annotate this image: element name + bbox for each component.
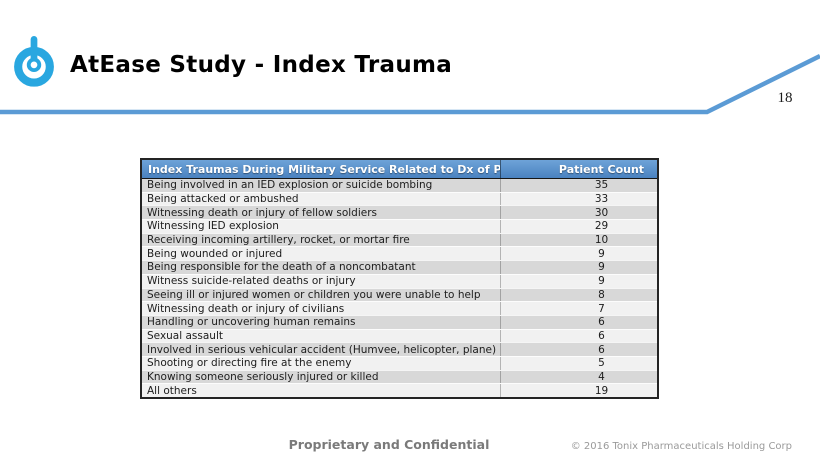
patient-count-cell: 6 xyxy=(500,329,657,343)
trauma-label-cell: All others xyxy=(147,384,197,397)
table-row: Being involved in an IED explosion or su… xyxy=(142,179,657,192)
table-row: Involved in serious vehicular accident (… xyxy=(142,342,657,356)
table-row: Witnessing IED explosion 29 xyxy=(142,219,657,233)
footer-confidential: Proprietary and Confidential xyxy=(288,437,490,452)
trauma-label-cell: Being attacked or ambushed xyxy=(147,193,299,206)
patient-count-cell: 9 xyxy=(500,274,657,288)
table-row: Witnessing death or injury of fellow sol… xyxy=(142,205,657,220)
patient-count-cell: 19 xyxy=(500,384,657,397)
patient-count-cell: 10 xyxy=(500,233,657,247)
trauma-label-cell: Witnessing death or injury of civilians xyxy=(147,302,345,315)
slide-title: AtEase Study - Index Trauma xyxy=(70,52,453,78)
table-row: Witness suicide-related deaths or injury… xyxy=(142,273,657,288)
patient-count-cell: 9 xyxy=(500,261,657,274)
table-row: Sexual assault 6 xyxy=(142,328,657,343)
trauma-label-cell: Witness suicide-related deaths or injury xyxy=(147,275,356,288)
table-header-row: Index Traumas During Military Service Re… xyxy=(142,160,657,179)
patient-count-cell: 9 xyxy=(500,247,657,261)
patient-count-cell: 7 xyxy=(500,302,657,315)
table-row: Shooting or directing fire at the enemy 5 xyxy=(142,355,657,370)
patient-count-cell: 6 xyxy=(500,315,657,329)
patient-count-cell: 8 xyxy=(500,288,657,302)
patient-count-cell: 4 xyxy=(500,370,657,384)
power-button-icon xyxy=(14,36,54,87)
column-header-trauma: Index Traumas During Military Service Re… xyxy=(148,162,500,176)
trauma-label-cell: Witnessing death or injury of fellow sol… xyxy=(147,206,378,219)
trauma-label-cell: Handling or uncovering human remains xyxy=(147,316,356,329)
table-row: Receiving incoming artillery, rocket, or… xyxy=(142,232,657,247)
table-row: Knowing someone seriously injured or kil… xyxy=(142,369,657,384)
patient-count-cell: 30 xyxy=(500,206,657,220)
table-row: Being wounded or injured 9 xyxy=(142,246,657,261)
trauma-label-cell: Receiving incoming artillery, rocket, or… xyxy=(147,234,410,247)
trauma-label-cell: Knowing someone seriously injured or kil… xyxy=(147,370,379,383)
table-row: All others 19 xyxy=(142,383,657,397)
table-row: Being responsible for the death of a non… xyxy=(142,260,657,274)
table-body: Being involved in an IED explosion or su… xyxy=(142,179,657,397)
trauma-label-cell: Involved in serious vehicular accident (… xyxy=(147,343,497,356)
footer-copyright: © 2016 Tonix Pharmaceuticals Holding Cor… xyxy=(570,441,792,452)
tonix-logo xyxy=(10,35,58,87)
table-row: Being attacked or ambushed 33 xyxy=(142,191,657,206)
page-number: 18 xyxy=(777,90,793,106)
table-row: Witnessing death or injury of civilians 7 xyxy=(142,301,657,315)
trauma-label-cell: Being wounded or injured xyxy=(147,247,283,260)
trauma-label-cell: Shooting or directing fire at the enemy xyxy=(147,357,352,370)
accent-line xyxy=(0,53,820,115)
trauma-label-cell: Witnessing IED explosion xyxy=(147,220,279,233)
table-row: Seeing ill or injured women or children … xyxy=(142,287,657,302)
table-row: Handling or uncovering human remains 6 xyxy=(142,314,657,329)
trauma-label-cell: Being responsible for the death of a non… xyxy=(147,261,416,274)
trauma-label-cell: Sexual assault xyxy=(147,329,223,342)
index-trauma-table: Index Traumas During Military Service Re… xyxy=(140,158,659,399)
patient-count-cell: 29 xyxy=(500,220,657,233)
patient-count-cell: 5 xyxy=(500,356,657,370)
patient-count-cell: 33 xyxy=(500,192,657,206)
patient-count-cell: 6 xyxy=(500,343,657,356)
column-header-patient-count: Patient Count xyxy=(500,160,657,178)
patient-count-cell: 35 xyxy=(500,179,657,192)
accent-line-path xyxy=(0,53,820,115)
trauma-label-cell: Seeing ill or injured women or children … xyxy=(147,288,481,301)
trauma-label-cell: Being involved in an IED explosion or su… xyxy=(147,179,433,192)
